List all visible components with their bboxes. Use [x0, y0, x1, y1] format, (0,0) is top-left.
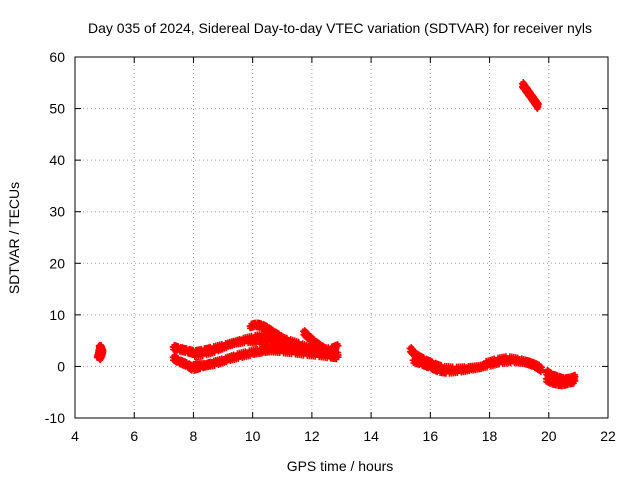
data-point: [335, 342, 342, 349]
y-tick-label: -10: [45, 410, 65, 426]
y-tick-label: 0: [57, 358, 65, 374]
x-tick-label: 16: [423, 428, 439, 444]
data-layer: [93, 79, 579, 390]
data-point: [535, 104, 542, 111]
x-tick-label: 18: [482, 428, 498, 444]
data-point: [235, 340, 242, 347]
data-point: [98, 352, 105, 359]
data-point: [288, 341, 295, 348]
axes-layer: 4 6 8 10 12 14 16 18 20 22 -10 0 10 20 30 40 50 60: [45, 49, 616, 444]
y-tick-label: 10: [49, 307, 65, 323]
data-point: [335, 352, 342, 359]
y-tick-label: 40: [49, 152, 65, 168]
x-tick-label: 8: [190, 428, 198, 444]
data-point: [417, 357, 424, 364]
x-tick-label: 10: [245, 428, 261, 444]
data-point: [223, 359, 230, 366]
data-point: [223, 344, 230, 351]
x-tick-label: 12: [304, 428, 320, 444]
data-point: [536, 364, 543, 371]
y-tick-label: 50: [49, 101, 65, 117]
x-axis-label: GPS time / hours: [287, 458, 394, 474]
y-tick-label: 30: [49, 204, 65, 220]
data-point: [435, 364, 442, 371]
x-tick-label: 20: [541, 428, 557, 444]
x-tick-label: 6: [130, 428, 138, 444]
chart-title: Day 035 of 2024, Sidereal Day-to-day VTE…: [88, 20, 592, 36]
y-axis-label: SDTVAR / TECUs: [6, 182, 22, 294]
y-tick-label: 20: [49, 255, 65, 271]
x-tick-label: 4: [71, 428, 79, 444]
plot-frame: [74, 56, 609, 419]
x-tick-label: 22: [600, 428, 616, 444]
data-point: [572, 377, 579, 384]
data-point: [536, 361, 543, 368]
y-tick-label: 60: [49, 49, 65, 65]
x-tick-label: 14: [363, 428, 379, 444]
